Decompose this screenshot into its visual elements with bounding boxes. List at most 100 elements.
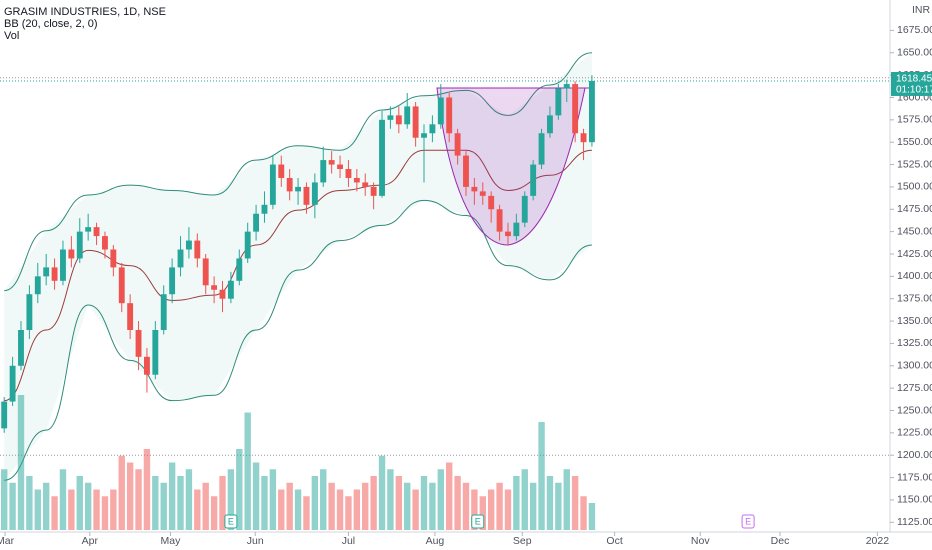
volume-bar <box>210 496 218 530</box>
volume-bar <box>303 496 310 530</box>
volume-bar <box>563 469 570 530</box>
volume-bar <box>244 412 251 530</box>
volume-bar <box>269 469 277 530</box>
candle-body <box>135 330 142 357</box>
bollinger-fill <box>4 52 592 481</box>
bollinger-layer <box>4 52 592 481</box>
candle-body <box>580 133 587 143</box>
event-label: E <box>228 516 234 526</box>
candle-body <box>488 195 495 210</box>
volume-bar <box>294 489 302 530</box>
event-marker: E <box>471 514 485 529</box>
volume-bar <box>370 476 377 530</box>
y-tick-label: 1450.00 <box>897 225 932 237</box>
x-tick-label: Jul <box>342 535 355 547</box>
bollinger-upper <box>4 52 592 292</box>
volume-bar <box>446 462 453 530</box>
volume-bar <box>529 482 537 530</box>
volume-bar <box>101 496 109 530</box>
volume-bar <box>68 489 75 530</box>
volume-bar <box>143 449 151 530</box>
candle-body <box>286 177 293 192</box>
candle-body <box>152 330 159 375</box>
candle-body <box>412 106 419 138</box>
candle-body <box>379 119 385 196</box>
candle-body <box>34 276 41 295</box>
candle-body <box>572 84 579 134</box>
event-marker: E <box>224 514 238 529</box>
volume-bar <box>177 476 184 530</box>
candle-body <box>194 240 201 259</box>
volume-bar <box>261 476 268 530</box>
y-tick-label: 1650.00 <box>897 47 932 59</box>
volume-bar <box>353 489 361 530</box>
volume-bar <box>227 469 235 530</box>
candle-body <box>563 84 570 89</box>
y-tick-label: 1375.00 <box>897 292 932 304</box>
volume-bar <box>454 476 461 530</box>
candle-body <box>211 285 218 290</box>
candle-body <box>479 191 486 196</box>
volume-bar <box>538 422 545 530</box>
volume-bar <box>34 489 41 530</box>
y-tick-label: 1300.00 <box>897 360 932 372</box>
volume-bar <box>26 476 33 530</box>
volume-bar <box>328 482 335 530</box>
candle-body <box>505 231 511 237</box>
candle-body <box>547 115 553 134</box>
price-box-countdown: 01:10:17 <box>896 85 932 96</box>
y-tick-label: 1550.00 <box>897 136 932 148</box>
x-tick-label: Oct <box>606 535 622 547</box>
volume-bar <box>362 482 369 530</box>
y-tick-label: 1325.00 <box>897 337 932 349</box>
volume-bar <box>513 476 520 530</box>
candle-body <box>353 177 360 183</box>
candle-body <box>370 186 377 196</box>
volume-bar <box>580 496 587 530</box>
volume-bar <box>320 469 327 530</box>
volume-bar <box>588 503 596 530</box>
volume-bar <box>59 469 67 530</box>
candle-body <box>521 195 528 223</box>
candle-body <box>110 249 117 268</box>
candle-body <box>446 97 453 134</box>
volume-bar <box>118 455 125 530</box>
candle-body <box>328 160 335 165</box>
price-box <box>891 71 932 96</box>
volume-bar <box>126 462 134 530</box>
candle-body <box>454 133 461 156</box>
candle-body <box>311 182 318 205</box>
axis-layer: 1125.00 1150.00 1175.00 1200.00 1225.00 1250.… <box>0 24 932 547</box>
candle-body <box>169 267 176 295</box>
candle-body <box>9 365 16 402</box>
candle-body <box>513 222 520 237</box>
y-tick-label: 1675.00 <box>897 24 932 36</box>
volume-bar <box>219 476 226 530</box>
indicator-label: Vol <box>4 30 19 42</box>
volume-bar <box>278 489 285 530</box>
candle-body <box>421 133 427 138</box>
volume-bar <box>555 482 562 530</box>
candle-body <box>588 80 595 143</box>
volume-bar <box>504 489 512 530</box>
candle-body <box>278 164 285 178</box>
candle-body <box>404 106 411 125</box>
x-tick-label: May <box>161 535 182 547</box>
candle-body <box>18 330 24 366</box>
x-tick-label: 2022 <box>866 535 890 547</box>
volume-bar <box>420 476 428 530</box>
y-tick-label: 1275.00 <box>897 382 932 394</box>
x-tick-label: Sep <box>513 535 532 547</box>
volume-bar <box>336 489 344 530</box>
event-marker: E <box>741 514 755 529</box>
volume-bar <box>236 449 243 530</box>
candle-body <box>185 240 192 250</box>
volume-bar <box>9 482 16 530</box>
volume-bar <box>479 496 486 530</box>
candle-body <box>160 294 167 330</box>
candle-body <box>227 280 234 299</box>
candle-body <box>387 115 394 120</box>
